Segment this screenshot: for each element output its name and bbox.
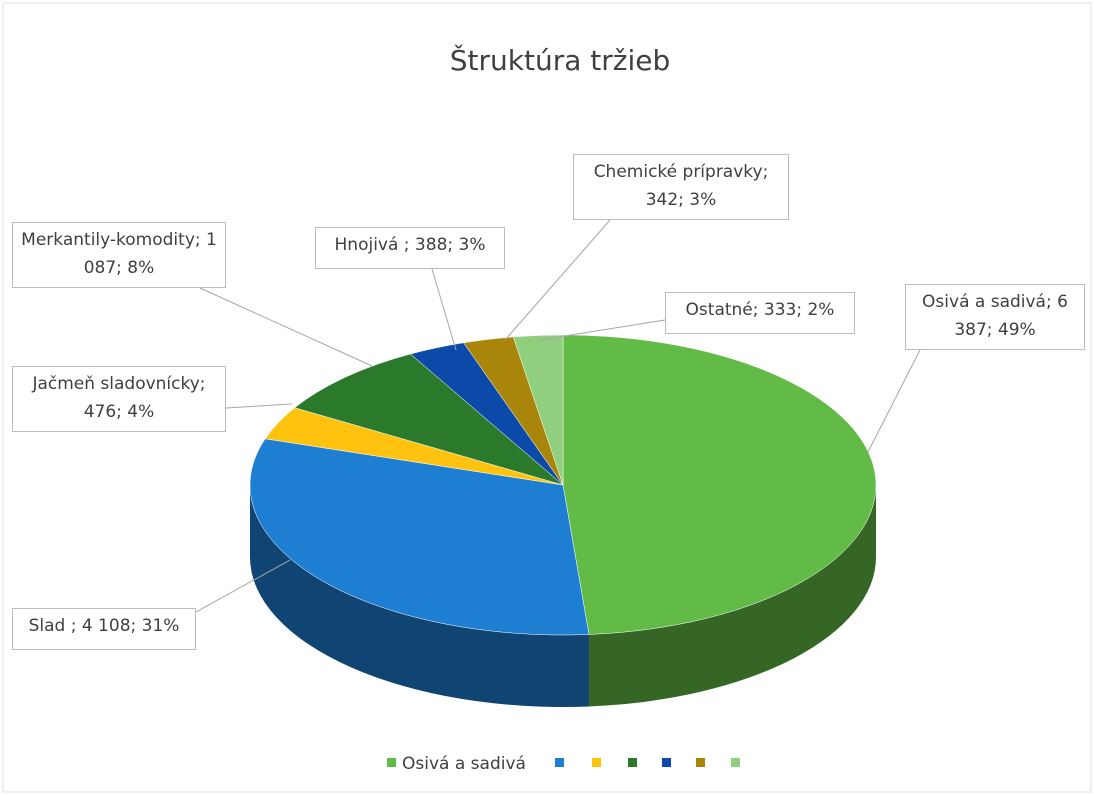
legend-swatch — [696, 758, 705, 767]
slice — [294, 353, 564, 486]
chart-title: Štruktúra tržieb — [450, 43, 671, 77]
legend-swatch — [387, 758, 396, 767]
slice-side — [250, 485, 589, 707]
leader-line — [431, 268, 457, 351]
data-label: Chemické prípravky; 342; 3% — [573, 154, 789, 220]
leader-line — [504, 219, 611, 341]
slice — [562, 334, 877, 635]
legend-label: Osivá a sadivá — [402, 754, 526, 774]
leader-line — [195, 559, 291, 613]
leader-line — [539, 319, 666, 341]
data-label: Merkantily-komodity; 1 087; 8% — [12, 222, 226, 288]
data-label: Hnojivá ; 388; 3% — [315, 227, 505, 269]
data-label: Jačmeň sladovnícky; 476; 4% — [12, 366, 226, 432]
legend-swatch — [662, 758, 671, 767]
slice — [512, 334, 564, 486]
data-label: Osivá a sadivá; 6 387; 49% — [905, 284, 1085, 350]
slice-side — [588, 485, 876, 707]
legend-swatch — [731, 758, 740, 767]
slice — [249, 438, 590, 636]
legend-swatch — [555, 758, 564, 767]
leader-line — [225, 403, 293, 409]
data-label: Slad ; 4 108; 31% — [12, 608, 196, 650]
leader-line — [867, 349, 921, 453]
legend-swatch — [628, 758, 637, 767]
legend-swatch — [592, 758, 601, 767]
data-label: Ostatné; 333; 2% — [665, 292, 855, 334]
leader-line — [199, 287, 373, 367]
